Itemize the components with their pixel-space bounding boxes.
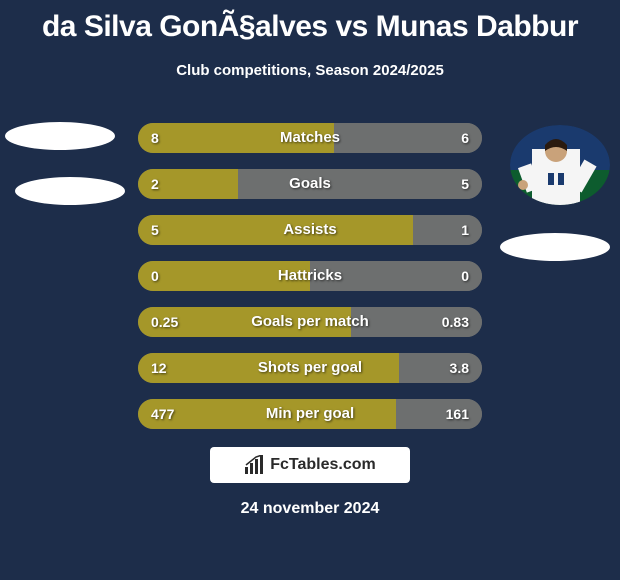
- page-subtitle: Club competitions, Season 2024/2025: [0, 62, 620, 79]
- comparison-card: da Silva GonÃ§alves vs Munas Dabbur Club…: [0, 0, 620, 580]
- logo-text: FcTables.com: [270, 456, 376, 474]
- stats-bars: Matches86Goals25Assists51Hattricks00Goal…: [138, 123, 482, 445]
- stat-value-left: 0: [151, 261, 159, 291]
- stat-value-left: 477: [151, 399, 174, 429]
- player-avatar-right: [510, 125, 610, 205]
- stat-label: Shots per goal: [138, 353, 482, 383]
- stat-label: Goals: [138, 169, 482, 199]
- stat-value-right: 0.83: [442, 307, 469, 337]
- page-title: da Silva GonÃ§alves vs Munas Dabbur: [0, 10, 620, 44]
- stat-label: Min per goal: [138, 399, 482, 429]
- date-label: 24 november 2024: [0, 500, 620, 518]
- stat-value-right: 6: [461, 123, 469, 153]
- stat-value-left: 2: [151, 169, 159, 199]
- stat-row: Assists5 1: [138, 215, 482, 245]
- stat-value-right: 161: [446, 399, 469, 429]
- stat-row: Goals2 5: [138, 169, 482, 199]
- stat-label: Hattricks: [138, 261, 482, 291]
- stat-value-right: 1: [461, 215, 469, 245]
- stat-value-right: 0: [461, 261, 469, 291]
- stat-label: Goals per match: [138, 307, 482, 337]
- stat-value-right: 5: [461, 169, 469, 199]
- stat-row: Min per goal477 161: [138, 399, 482, 429]
- stat-value-left: 0.25: [151, 307, 178, 337]
- fctables-logo: FcTables.com: [210, 447, 410, 483]
- stat-label: Matches: [138, 123, 482, 153]
- stat-row: Shots per goal12 3.8: [138, 353, 482, 383]
- stat-value-left: 12: [151, 353, 167, 383]
- chart-icon: [244, 455, 264, 475]
- stat-value-left: 5: [151, 215, 159, 245]
- stat-label: Assists: [138, 215, 482, 245]
- stat-value-right: 3.8: [450, 353, 469, 383]
- stat-row: Matches8 6: [138, 123, 482, 153]
- stat-row: Goals per match0.25 0.83: [138, 307, 482, 337]
- avatar-placeholder-left-1: [5, 122, 115, 150]
- stat-value-left: 8: [151, 123, 159, 153]
- avatar-placeholder-right: [500, 233, 610, 261]
- stat-row: Hattricks0 0: [138, 261, 482, 291]
- avatar-placeholder-left-2: [15, 177, 125, 205]
